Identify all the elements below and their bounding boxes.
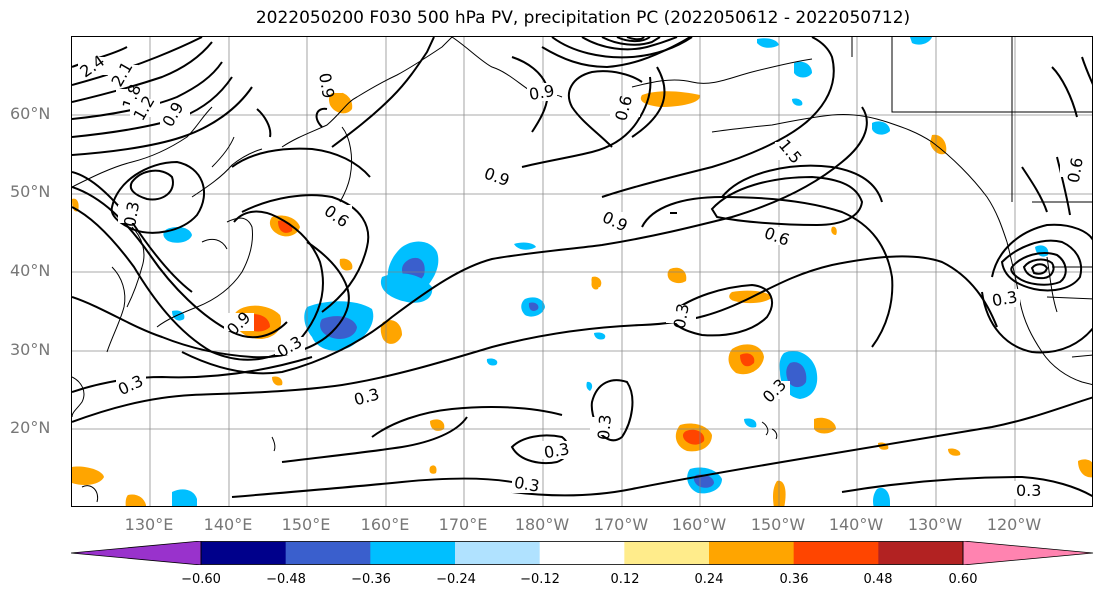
colorbar-segment xyxy=(370,541,456,565)
colorbar-segment xyxy=(201,541,287,565)
precip-positive-patch xyxy=(429,465,437,474)
precip-positive-patch xyxy=(930,134,947,155)
precip-negative-patch xyxy=(794,61,812,78)
precip-negative-patch xyxy=(586,381,593,391)
precip-positive-patch xyxy=(640,91,701,107)
precip-positive-patch xyxy=(682,429,705,445)
colorbar-segment xyxy=(793,541,879,565)
precip-positive-patch xyxy=(430,419,445,431)
contour-label: 0.9 xyxy=(527,81,555,104)
precip-negative-patch xyxy=(528,302,539,311)
contour-label: 0.3 xyxy=(1016,481,1041,500)
colorbar-segment xyxy=(455,541,541,565)
precip-negative-patch xyxy=(172,489,197,506)
lat-label-20n: 20°N xyxy=(10,418,51,437)
colorbar-tick-label: 0.48 xyxy=(863,572,893,587)
contour-label: 0.3 xyxy=(594,414,615,441)
colorbar-segment xyxy=(709,541,795,565)
precip-positive-patch xyxy=(831,226,837,235)
colorbar-tick-label: −0.48 xyxy=(266,572,306,587)
precip-negative-patch xyxy=(514,242,536,250)
contour-label: 0.9 xyxy=(315,71,338,99)
colorbar-tick-label: 0.12 xyxy=(610,572,640,587)
colorbar-tick-label: 0.24 xyxy=(694,572,724,587)
coastlines xyxy=(72,37,1092,503)
colorbar-tick-label: −0.24 xyxy=(436,572,476,587)
colorbar-tick-label: −0.12 xyxy=(520,572,560,587)
lon-label-120w: 120°W xyxy=(986,515,1042,534)
precip-positive-patch xyxy=(125,494,146,506)
contour-label: 0.9 xyxy=(599,207,630,235)
contour-label: 0.3 xyxy=(120,200,143,228)
lon-label-170w: 170°W xyxy=(593,515,649,534)
colorbar-min-extend xyxy=(71,541,202,565)
lat-label-40n: 40°N xyxy=(10,261,51,280)
colorbar-segment xyxy=(285,541,371,565)
contour-label: 0.9 xyxy=(158,99,187,131)
lat-label-50n: 50°N xyxy=(10,182,51,201)
precip-negative-patch xyxy=(693,474,714,488)
precip-negative-patch xyxy=(594,332,606,340)
precip-negative-patch xyxy=(786,362,807,388)
map-panel: 2.4 2.1 1.8 1.2 0.9 0.3 0.6 0.9 0.9 0.9 … xyxy=(71,36,1093,507)
precip-negative-patch xyxy=(910,37,932,45)
precip-positive-patch xyxy=(740,353,755,367)
precip-negative-patch xyxy=(486,358,498,366)
precip-negative-patch xyxy=(163,227,192,243)
lon-label-140w: 140°W xyxy=(828,515,884,534)
precip-positive-patch xyxy=(948,448,961,456)
colorbar-tick-label: 0.60 xyxy=(948,572,978,587)
lon-label-170e: 170°E xyxy=(438,515,488,534)
contour-label: 0.6 xyxy=(1064,156,1087,184)
contour-label: 0.6 xyxy=(611,93,636,123)
colorbar-border xyxy=(200,541,964,565)
precip-negative-patch xyxy=(1035,245,1049,257)
precip-positive-patch xyxy=(814,417,836,434)
contour-labels: 2.4 2.1 1.8 1.2 0.9 0.3 0.6 0.9 0.9 0.9 … xyxy=(76,51,1090,500)
lon-label-180w: 180°W xyxy=(514,515,570,534)
lat-label-60n: 60°N xyxy=(10,104,51,123)
precip-negative-patch xyxy=(873,487,890,506)
contour-label: 0.3 xyxy=(513,473,541,496)
lon-label-130e: 130°E xyxy=(124,515,174,534)
colorbar-segment xyxy=(878,541,964,565)
colorbar-tick-label: −0.36 xyxy=(351,572,391,587)
colorbar-tick-label: 0.36 xyxy=(779,572,809,587)
lon-label-160w: 160°W xyxy=(671,515,727,534)
lon-label-150e: 150°E xyxy=(281,515,331,534)
precip-negative-patch xyxy=(872,121,890,135)
lon-label-130w: 130°W xyxy=(907,515,963,534)
colorbar xyxy=(71,541,1094,565)
contour-label: 0.3 xyxy=(670,302,693,330)
contour-label: 0.3 xyxy=(990,287,1018,310)
contour-label: 0.3 xyxy=(274,332,306,361)
precip-positive-patch xyxy=(328,91,353,114)
precip-negative-patch xyxy=(380,273,433,303)
precip-positive-patch xyxy=(339,258,353,271)
contour-label: 0.3 xyxy=(542,439,570,462)
colorbar-segment xyxy=(539,541,625,565)
precip-negative-patch xyxy=(744,418,757,428)
map-canvas: 2.4 2.1 1.8 1.2 0.9 0.3 0.6 0.9 0.9 0.9 … xyxy=(72,37,1092,506)
colorbar-max-extend xyxy=(962,541,1094,565)
colorbar-segment xyxy=(624,541,710,565)
precip-negative-patch xyxy=(792,98,803,106)
pv-contours xyxy=(72,37,1092,498)
colorbar-tick-label: −0.60 xyxy=(181,572,221,587)
precip-negative-patch xyxy=(757,38,779,48)
lon-label-150w: 150°W xyxy=(750,515,806,534)
map-title: 2022050200 F030 500 hPa PV, precipitatio… xyxy=(255,8,911,28)
precip-positive-patch xyxy=(72,466,104,485)
colorbar-segments xyxy=(201,541,964,565)
precip-positive-patch xyxy=(667,267,687,284)
lon-label-160e: 160°E xyxy=(360,515,410,534)
lon-label-140e: 140°E xyxy=(203,515,253,534)
precip-positive-patch xyxy=(591,280,599,290)
precip-positive-patch xyxy=(1078,459,1092,478)
lat-label-30n: 30°N xyxy=(10,340,51,359)
precip-positive-patch xyxy=(272,376,283,386)
